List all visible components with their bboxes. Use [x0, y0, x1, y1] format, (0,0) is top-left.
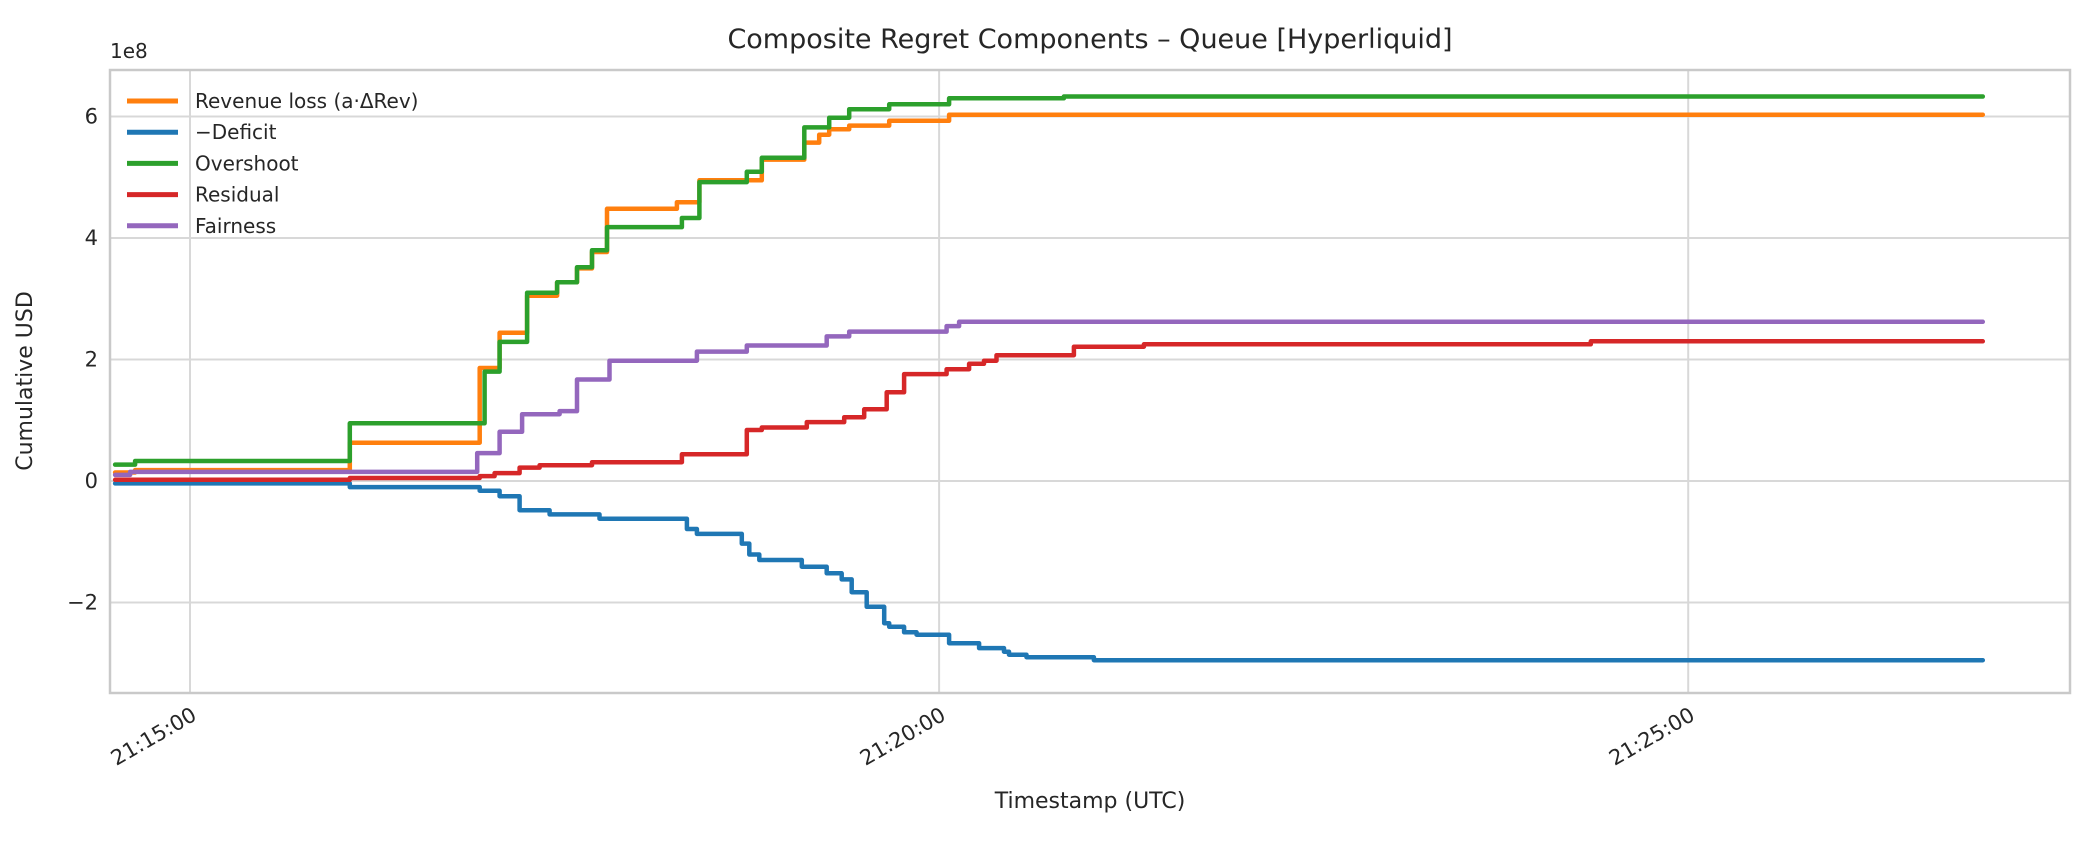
plot-frame — [108, 68, 2072, 695]
legend-label-overshoot: Overshoot — [195, 151, 299, 175]
legend: Revenue loss (a·ΔRev) −Deficit Overshoot Re… — [127, 89, 419, 238]
legend-label-residual: Residual — [195, 183, 279, 207]
legend-item-overshoot: Overshoot — [127, 151, 299, 175]
axes-frame — [108, 68, 2072, 695]
series-line-residual — [112, 339, 1986, 483]
legend-item-fairness: Fairness — [127, 214, 276, 238]
y-tick-label-2: 2 — [85, 348, 98, 372]
series-line-revenue-loss-a-rev — [112, 112, 1986, 475]
legend-item-residual: Residual — [127, 183, 279, 207]
y-tick-label-6: 6 — [85, 105, 98, 129]
chart-title: Composite Regret Components – Queue [Hyp… — [727, 24, 1452, 55]
x-tick-label-21:25:00: 21:25:00 — [1605, 703, 1699, 771]
x-tick-label-21:20:00: 21:20:00 — [856, 703, 950, 771]
x-tick-label-21:15:00: 21:15:00 — [107, 703, 201, 771]
legend-label-fairness: Fairness — [195, 214, 276, 238]
legend-item-deficit: −Deficit — [127, 120, 277, 144]
tick-label-layer: −2 0 2 4 6 21:15:00 21:20:00 21:25:00 — [67, 105, 1699, 771]
series-line-deficit — [112, 481, 1986, 663]
grid-layer — [110, 70, 2070, 693]
y-tick-label--2: −2 — [67, 591, 98, 615]
y-tick-label-0: 0 — [85, 469, 98, 493]
y-offset-label: 1e8 — [110, 39, 148, 63]
legend-label-revenue-loss-a-rev: Revenue loss (a·ΔRev) — [195, 89, 419, 113]
y-axis-label: Cumulative USD — [13, 291, 38, 471]
legend-label-deficit: −Deficit — [195, 120, 277, 144]
legend-item-revenue-loss-a-rev: Revenue loss (a·ΔRev) — [127, 89, 419, 113]
series-line-fairness — [112, 319, 1986, 478]
x-axis-label: Timestamp (UTC) — [994, 789, 1186, 814]
series-line-overshoot — [112, 94, 1986, 467]
series-layer — [112, 94, 1986, 663]
y-tick-label-4: 4 — [85, 226, 98, 250]
